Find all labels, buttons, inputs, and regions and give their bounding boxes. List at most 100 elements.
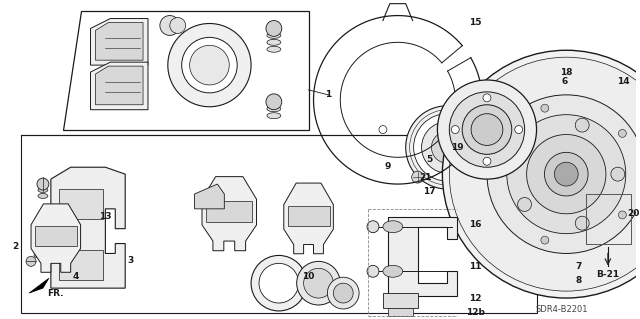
Circle shape — [518, 197, 531, 211]
Text: 13: 13 — [99, 212, 111, 221]
Ellipse shape — [267, 99, 281, 105]
Ellipse shape — [34, 241, 44, 246]
Circle shape — [160, 16, 180, 35]
Circle shape — [507, 115, 626, 234]
Circle shape — [515, 126, 523, 134]
Text: 19: 19 — [451, 143, 463, 152]
Circle shape — [518, 137, 531, 151]
Circle shape — [297, 261, 340, 305]
Circle shape — [26, 256, 36, 266]
Ellipse shape — [34, 253, 44, 258]
Ellipse shape — [267, 39, 281, 45]
Circle shape — [527, 135, 606, 214]
Text: 10: 10 — [302, 272, 315, 281]
Ellipse shape — [38, 188, 48, 192]
Polygon shape — [90, 19, 148, 65]
Text: 9: 9 — [385, 162, 391, 171]
Circle shape — [483, 94, 491, 102]
Circle shape — [259, 263, 299, 303]
Text: 6: 6 — [561, 78, 568, 86]
Polygon shape — [21, 135, 536, 313]
Text: 11: 11 — [469, 262, 481, 271]
Polygon shape — [29, 278, 49, 293]
Ellipse shape — [383, 221, 403, 233]
Text: 21: 21 — [419, 173, 432, 182]
Circle shape — [611, 167, 625, 181]
Polygon shape — [51, 167, 125, 288]
Circle shape — [367, 221, 379, 233]
Polygon shape — [95, 66, 143, 105]
Ellipse shape — [267, 33, 281, 38]
Circle shape — [618, 130, 627, 137]
Bar — [59, 189, 104, 219]
Circle shape — [451, 126, 460, 134]
Circle shape — [413, 114, 481, 181]
Polygon shape — [388, 217, 457, 296]
Polygon shape — [383, 293, 417, 308]
Circle shape — [464, 146, 474, 156]
Bar — [586, 194, 630, 243]
Text: 14: 14 — [618, 78, 630, 86]
Circle shape — [33, 238, 45, 249]
Text: 8: 8 — [575, 276, 581, 285]
Text: 3: 3 — [127, 256, 133, 265]
Polygon shape — [206, 201, 252, 222]
Polygon shape — [63, 11, 308, 130]
Text: 12b: 12b — [466, 308, 484, 317]
Ellipse shape — [38, 194, 48, 198]
Ellipse shape — [267, 46, 281, 52]
Text: 18: 18 — [560, 68, 573, 77]
Ellipse shape — [267, 113, 281, 119]
Circle shape — [545, 152, 588, 196]
Ellipse shape — [267, 106, 281, 112]
Circle shape — [406, 106, 489, 189]
Text: 20: 20 — [627, 209, 640, 218]
Circle shape — [303, 268, 333, 298]
Text: B-21: B-21 — [596, 270, 620, 279]
Text: 7: 7 — [575, 262, 581, 271]
Text: 5: 5 — [426, 155, 433, 164]
Circle shape — [575, 216, 589, 230]
Circle shape — [487, 95, 640, 254]
Circle shape — [266, 94, 282, 110]
Ellipse shape — [38, 182, 48, 187]
Polygon shape — [284, 183, 333, 254]
Text: 16: 16 — [469, 220, 481, 229]
Polygon shape — [31, 204, 81, 272]
Circle shape — [541, 236, 548, 244]
Text: 2: 2 — [12, 242, 19, 251]
Text: 17: 17 — [423, 187, 436, 196]
Circle shape — [182, 37, 237, 93]
Ellipse shape — [267, 26, 281, 31]
Text: 1: 1 — [325, 90, 332, 99]
Polygon shape — [202, 177, 257, 251]
Circle shape — [412, 171, 424, 183]
Circle shape — [333, 283, 353, 303]
Circle shape — [471, 114, 503, 145]
Circle shape — [554, 162, 578, 186]
Polygon shape — [195, 184, 224, 209]
Bar — [586, 194, 630, 243]
Circle shape — [367, 265, 379, 277]
Circle shape — [575, 118, 589, 132]
Bar — [59, 250, 104, 280]
Ellipse shape — [383, 265, 403, 277]
Polygon shape — [388, 308, 413, 316]
Circle shape — [483, 157, 491, 165]
Polygon shape — [35, 226, 77, 246]
Circle shape — [493, 170, 501, 178]
Circle shape — [189, 45, 229, 85]
Circle shape — [437, 80, 536, 179]
Circle shape — [449, 92, 525, 167]
Circle shape — [462, 105, 512, 154]
Circle shape — [251, 256, 307, 311]
Circle shape — [618, 211, 627, 219]
Circle shape — [442, 50, 640, 298]
Text: 15: 15 — [469, 18, 481, 27]
Circle shape — [170, 18, 186, 33]
Text: 12: 12 — [469, 293, 481, 302]
Polygon shape — [90, 62, 148, 110]
Circle shape — [328, 277, 359, 309]
Circle shape — [37, 178, 49, 190]
Circle shape — [266, 20, 282, 36]
